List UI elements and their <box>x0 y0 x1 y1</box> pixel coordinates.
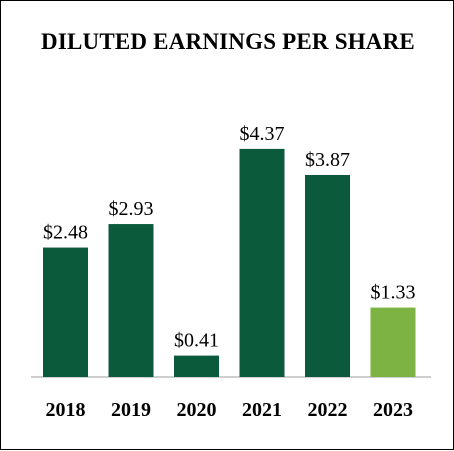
x-tick-label-2019: 2019 <box>111 399 151 421</box>
data-label-2020: $0.41 <box>174 330 219 352</box>
data-label-2021: $4.37 <box>240 123 285 145</box>
x-tick-label-2021: 2021 <box>242 399 282 421</box>
bar-2019 <box>108 224 154 377</box>
bar-2018 <box>43 247 88 377</box>
bar-2022 <box>305 174 350 377</box>
data-label-2019: $2.93 <box>109 198 154 220</box>
x-tick-label-2023: 2023 <box>373 399 413 421</box>
x-tick-label-2020: 2020 <box>177 399 217 421</box>
chart-title: DILUTED EARNINGS PER SHARE <box>41 29 415 54</box>
data-label-2018: $2.48 <box>43 222 88 244</box>
data-label-2022: $3.87 <box>305 149 350 171</box>
x-tick-label-2018: 2018 <box>46 399 86 421</box>
bar-2021 <box>239 148 285 377</box>
data-label-2023: $1.33 <box>371 282 416 304</box>
bar-2020 <box>174 355 219 377</box>
bar-2023 <box>370 307 416 377</box>
x-tick-label-2022: 2022 <box>308 399 348 421</box>
